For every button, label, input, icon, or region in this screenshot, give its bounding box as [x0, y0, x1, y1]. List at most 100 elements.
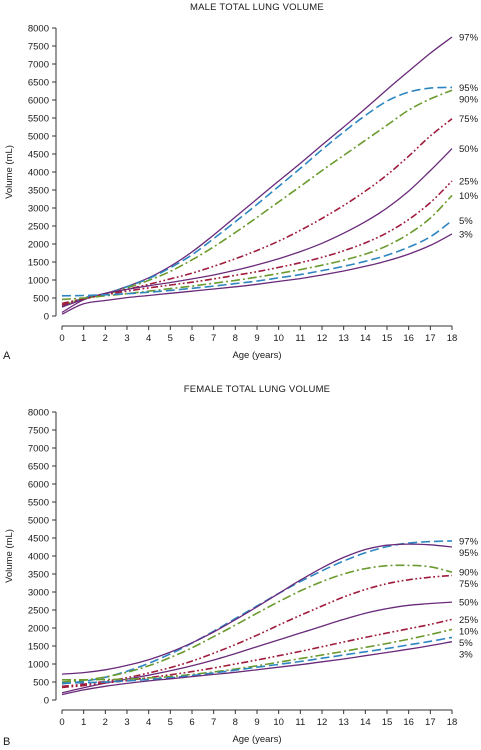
y-tick-label: 5000: [28, 516, 49, 527]
y-tick-label: 4000: [28, 552, 49, 563]
x-tick-label: 13: [338, 333, 349, 344]
y-tick-label: 2000: [28, 624, 49, 635]
series-label: 75%: [459, 114, 479, 125]
x-tick-label: 15: [382, 717, 393, 728]
x-tick-label: 16: [403, 333, 414, 344]
x-tick-label: 2: [103, 333, 108, 344]
series-line-97pct: [61, 36, 453, 313]
series-line-95pct: [61, 543, 453, 675]
y-tick-label: 6500: [28, 462, 49, 473]
series-line-5pct: [61, 219, 453, 297]
series-line-75pct: [61, 118, 453, 306]
x-tick-label: 11: [295, 333, 305, 344]
x-tick-label: 0: [59, 333, 64, 344]
series-label: 95%: [459, 548, 479, 559]
x-tick-label: 18: [447, 333, 458, 344]
series-line-25pct: [61, 618, 453, 689]
x-tick-label: 10: [273, 333, 284, 344]
series-line-50pct: [61, 148, 453, 308]
y-tick-label: 8000: [28, 408, 49, 419]
y-tick-label: 7000: [28, 444, 49, 455]
series-line-50pct: [61, 601, 453, 694]
y-tick-label: 6500: [28, 78, 49, 89]
panel-label: A: [3, 350, 11, 362]
series-label: 90%: [459, 94, 479, 105]
series-line-90pct: [61, 564, 453, 683]
x-tick-label: 17: [425, 333, 436, 344]
series-label: 50%: [459, 598, 479, 609]
series-label: 75%: [459, 579, 479, 590]
series-label: 3%: [459, 649, 473, 660]
series-label: 5%: [459, 216, 473, 227]
x-tick-label: 7: [211, 333, 216, 344]
series-line-10pct: [61, 628, 453, 681]
series-line-90pct: [61, 89, 453, 306]
series-label: 10%: [459, 191, 479, 202]
x-tick-label: 14: [360, 333, 371, 344]
y-tick-label: 500: [33, 678, 49, 689]
y-tick-label: 1500: [28, 258, 49, 269]
y-tick-label: 4500: [28, 534, 49, 545]
x-tick-label: 7: [211, 717, 216, 728]
x-tick-label: 18: [447, 717, 458, 728]
y-tick-label: 0: [44, 696, 49, 707]
y-tick-label: 7000: [28, 60, 49, 71]
series-label: 25%: [459, 615, 479, 626]
y-tick-label: 6000: [28, 480, 49, 491]
x-tick-label: 2: [103, 717, 108, 728]
x-tick-label: 13: [338, 717, 349, 728]
x-axis-label: Age (years): [232, 734, 281, 745]
chart-title: FEMALE TOTAL LUNG VOLUME: [184, 384, 330, 395]
y-tick-label: 5500: [28, 114, 49, 125]
y-tick-label: 1000: [28, 276, 49, 287]
y-tick-label: 5500: [28, 498, 49, 509]
x-tick-label: 3: [124, 333, 129, 344]
x-tick-label: 6: [189, 717, 194, 728]
x-tick-label: 5: [168, 717, 173, 728]
x-axis-label: Age (years): [232, 350, 281, 361]
female-lung-volume-chart: FEMALE TOTAL LUNG VOLUME 0 500 1000 1500 2000…: [3, 384, 479, 748]
y-tick-label: 3000: [28, 204, 49, 215]
male-lung-volume-chart: MALE TOTAL LUNG VOLUME050010001500200025…: [3, 2, 479, 362]
y-tick-label: 8000: [28, 24, 49, 35]
y-axis-label: Volume (mL): [4, 529, 15, 583]
y-tick-label: 0: [44, 312, 49, 323]
series-line-5pct: [61, 636, 453, 684]
x-tick-label: 1: [81, 333, 86, 344]
panel-label: B: [3, 736, 10, 748]
series-line-97pct: [61, 540, 453, 685]
x-tick-label: 12: [317, 333, 328, 344]
x-tick-label: 3: [124, 717, 129, 728]
y-tick-label: 3000: [28, 588, 49, 599]
x-tick-label: 4: [146, 333, 151, 344]
y-tick-label: 5000: [28, 132, 49, 143]
x-tick-label: 16: [403, 717, 414, 728]
series-line-75pct: [61, 574, 453, 688]
x-tick-label: 17: [425, 717, 436, 728]
series-label: 10%: [459, 626, 479, 637]
y-axis-label: Volume (mL): [4, 145, 15, 199]
x-tick-label: 14: [360, 717, 371, 728]
series-label: 3%: [459, 229, 473, 240]
series-line-3pct: [61, 641, 453, 696]
y-tick-label: 4000: [28, 168, 49, 179]
series-line-10pct: [61, 194, 453, 301]
x-tick-label: 6: [189, 333, 194, 344]
x-tick-label: 15: [382, 333, 393, 344]
series-label: 97%: [459, 536, 479, 547]
x-tick-label: 9: [254, 333, 259, 344]
y-tick-label: 3500: [28, 186, 49, 197]
series-line-3pct: [61, 233, 453, 315]
x-tick-label: 10: [273, 717, 284, 728]
x-tick-label: 9: [254, 717, 259, 728]
y-tick-label: 2500: [28, 606, 49, 617]
x-tick-label: 5: [168, 333, 173, 344]
series-label: 95%: [459, 83, 479, 94]
x-tick-label: 8: [233, 717, 238, 728]
y-tick-label: 3500: [28, 570, 49, 581]
y-tick-label: 7500: [28, 426, 49, 437]
x-tick-label: 8: [233, 333, 238, 344]
y-tick-label: 4500: [28, 150, 49, 161]
x-tick-label: 11: [295, 717, 305, 728]
